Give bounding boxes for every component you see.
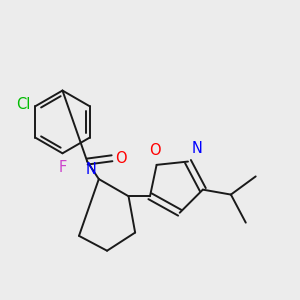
Text: Cl: Cl: [16, 97, 30, 112]
Text: O: O: [115, 151, 126, 166]
Text: N: N: [85, 162, 96, 177]
Text: F: F: [58, 160, 67, 175]
Text: N: N: [191, 141, 202, 156]
Text: O: O: [149, 143, 161, 158]
